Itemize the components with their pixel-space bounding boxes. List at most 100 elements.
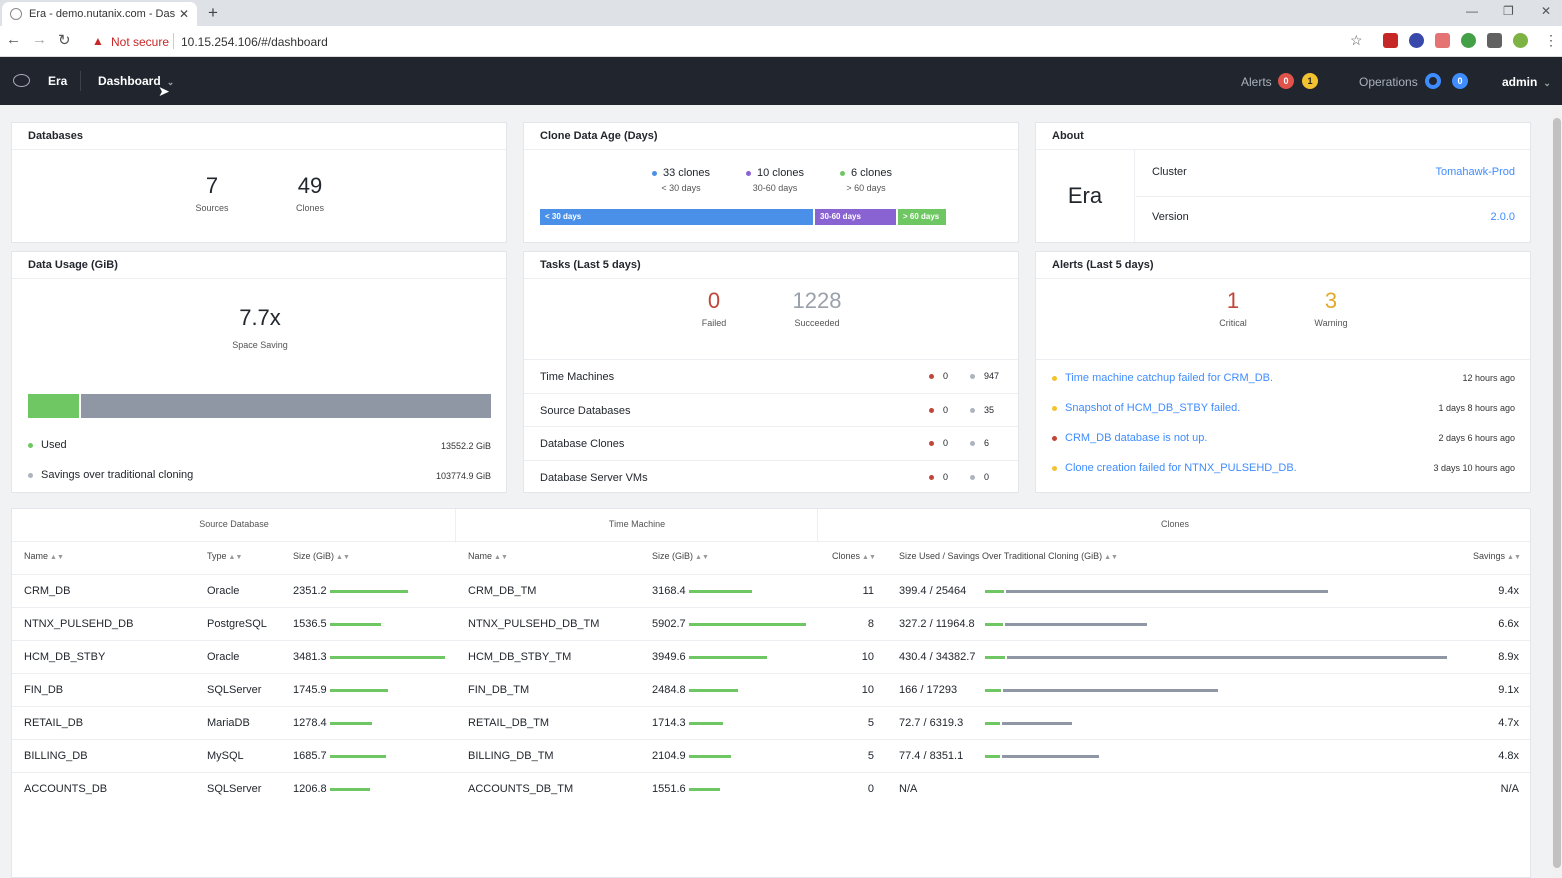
divider (817, 509, 818, 541)
table-row[interactable]: RETAIL_DB MariaDB 1278.4 RETAIL_DB_TM 1714.3… (12, 707, 1530, 740)
column-header-name[interactable]: Name ▲▼ (24, 551, 64, 561)
source-db-name[interactable]: CRM_DB (24, 585, 71, 597)
header-label: Size Used / Savings Over Traditional Clo… (899, 551, 1103, 561)
source-db-name[interactable]: FIN_DB (24, 684, 64, 696)
time-machine-name[interactable]: BILLING_DB_TM (468, 750, 554, 762)
alert-item[interactable]: Time machine catchup failed for CRM_DB. 1… (1052, 365, 1515, 395)
source-db-name[interactable]: ACCOUNTS_DB (24, 783, 108, 795)
table-row[interactable]: HCM_DB_STBY Oracle 3481.3 HCM_DB_STBY_TM 394… (12, 641, 1530, 674)
alert-time: 1 days 8 hours ago (1438, 403, 1515, 413)
extension-icon[interactable] (1409, 33, 1424, 48)
clone-count[interactable]: 10 (861, 684, 874, 696)
clones-count[interactable]: 49 (297, 173, 323, 198)
column-header-size[interactable]: Size (GiB) ▲▼ (293, 551, 350, 561)
alert-item[interactable]: CRM_DB database is not up. 2 days 6 hours… (1052, 425, 1515, 455)
task-row[interactable]: Database Server VMs 0 0 (524, 460, 1018, 493)
alerts-label[interactable]: Alerts (1241, 75, 1272, 89)
era-logo-icon[interactable] (13, 74, 30, 87)
profile-avatar[interactable] (1513, 33, 1528, 48)
url-field[interactable]: 10.15.254.106/#/dashboard (181, 35, 328, 49)
forward-icon[interactable]: → (32, 31, 47, 48)
alert-link[interactable]: Clone creation failed for NTNX_PULSEHD_D… (1065, 462, 1297, 474)
reload-icon[interactable]: ↻ (58, 32, 71, 49)
scrollbar-thumb[interactable] (1553, 118, 1561, 868)
source-db-name[interactable]: NTNX_PULSEHD_DB (24, 618, 134, 630)
source-db-name[interactable]: HCM_DB_STBY (24, 651, 106, 663)
clone-count[interactable]: 5 (867, 750, 874, 762)
column-header-used-savings[interactable]: Size Used / Savings Over Traditional Clo… (899, 551, 1118, 561)
time-machine-name[interactable]: ACCOUNTS_DB_TM (468, 783, 574, 795)
clone-count[interactable]: 8 (867, 618, 874, 630)
clone-count[interactable]: 0 (867, 783, 874, 795)
succeeded-count[interactable]: 1228 (792, 288, 842, 313)
security-warning[interactable]: Not secure (111, 35, 170, 49)
column-header-clones[interactable]: Clones ▲▼ (832, 551, 876, 561)
time-machine-name[interactable]: FIN_DB_TM (468, 684, 530, 696)
operations-label[interactable]: Operations (1359, 75, 1418, 89)
app-name[interactable]: Era (48, 74, 68, 88)
extension-icon[interactable] (1383, 33, 1398, 48)
failed-count[interactable]: 0 (707, 288, 721, 313)
critical-count[interactable]: 1 (1226, 288, 1240, 313)
column-header-savings[interactable]: Savings ▲▼ (1473, 551, 1521, 561)
alert-item[interactable]: Snapshot of HCM_DB_STBY failed. 1 days 8 … (1052, 395, 1515, 425)
clone-age-bar-segment[interactable]: < 30 days (540, 209, 813, 225)
space-saving-ratio: 7.7x (239, 305, 281, 330)
back-icon[interactable]: ← (6, 31, 21, 48)
source-db-name[interactable]: RETAIL_DB (24, 717, 84, 729)
new-tab-button[interactable]: + (208, 3, 218, 22)
dashboard-menu[interactable]: Dashboard ⌄ (98, 74, 174, 88)
task-row[interactable]: Source Databases 0 35 (524, 393, 1018, 426)
column-header-tm-size[interactable]: Size (GiB) ▲▼ (652, 551, 709, 561)
puzzle-icon[interactable] (1487, 33, 1502, 48)
close-tab-icon[interactable]: ✕ (178, 7, 189, 21)
browser-tab[interactable]: Era - demo.nutanix.com - Dashb ✕ (2, 2, 197, 26)
alert-link[interactable]: CRM_DB database is not up. (1065, 432, 1208, 444)
table-row[interactable]: ACCOUNTS_DB SQLServer 1206.8 ACCOUNTS_DB_TM… (12, 773, 1530, 806)
source-db-name[interactable]: BILLING_DB (24, 750, 88, 762)
clone-count[interactable]: 10 (861, 651, 874, 663)
extension-icon[interactable] (1461, 33, 1476, 48)
task-row[interactable]: Time Machines 0 947 (524, 359, 1018, 392)
alert-link[interactable]: Snapshot of HCM_DB_STBY failed. (1065, 402, 1241, 414)
alert-item[interactable]: Clone creation failed for NTNX_PULSEHD_D… (1052, 455, 1515, 485)
clone-age-bar-segment[interactable]: 30-60 days (815, 209, 896, 225)
group-header-source: Source Database (199, 519, 269, 529)
task-row[interactable]: Database Clones 0 6 (524, 426, 1018, 459)
time-machine-name[interactable]: RETAIL_DB_TM (468, 717, 550, 729)
time-machine-name[interactable]: CRM_DB_TM (468, 585, 537, 597)
clone-count[interactable]: 5 (867, 717, 874, 729)
clone-age-bar-segment[interactable]: > 60 days (898, 209, 946, 225)
table-row[interactable]: CRM_DB Oracle 2351.2 CRM_DB_TM 3168.4 11 399.4… (12, 575, 1530, 608)
minimize-icon[interactable]: — (1466, 4, 1478, 18)
alert-link[interactable]: Time machine catchup failed for CRM_DB. (1065, 372, 1274, 384)
bookmark-star-icon[interactable]: ☆ (1350, 32, 1363, 48)
critical-alerts-badge[interactable]: 0 (1278, 73, 1294, 89)
app-header: Era Dashboard ⌄ ➤ Alerts 0 1 Operations 0… (0, 57, 1562, 105)
version-link[interactable]: 2.0.0 (1490, 211, 1515, 223)
table-row[interactable]: BILLING_DB MySQL 1685.7 BILLING_DB_TM 2104.9… (12, 740, 1530, 773)
table-row[interactable]: NTNX_PULSEHD_DB PostgreSQL 1536.5 NTNX_PULS… (12, 608, 1530, 641)
task-succeeded: 0 (984, 472, 990, 482)
sources-count[interactable]: 7 (205, 173, 219, 198)
clone-count[interactable]: 11 (862, 585, 874, 597)
restore-icon[interactable]: ❐ (1503, 4, 1514, 18)
table-row[interactable]: FIN_DB SQLServer 1745.9 FIN_DB_TM 2484.8 10 16… (12, 674, 1530, 707)
time-machine-name[interactable]: HCM_DB_STBY_TM (468, 651, 572, 663)
db-size: 1536.5 (293, 618, 327, 630)
column-header-tm-name[interactable]: Name ▲▼ (468, 551, 508, 561)
user-menu[interactable]: admin ⌄ (1502, 75, 1551, 89)
close-window-icon[interactable]: ✕ (1541, 4, 1552, 18)
warning-count[interactable]: 3 (1324, 288, 1338, 313)
operations-badge[interactable]: 0 (1452, 73, 1468, 89)
warning-alerts-badge[interactable]: 1 (1302, 73, 1318, 89)
about-panel: About Era Cluster Tomahawk-Prod Version … (1035, 122, 1531, 243)
clone-count: 10 clones (756, 167, 805, 179)
extension-icon[interactable] (1435, 33, 1450, 48)
cluster-link[interactable]: Tomahawk-Prod (1435, 166, 1515, 178)
browser-menu-icon[interactable]: ⋮ (1544, 32, 1558, 48)
cluster-label: Cluster (1152, 166, 1187, 178)
time-machine-name[interactable]: NTNX_PULSEHD_DB_TM (468, 618, 600, 630)
operations-progress-icon[interactable] (1425, 73, 1441, 89)
column-header-type[interactable]: Type ▲▼ (207, 551, 242, 561)
